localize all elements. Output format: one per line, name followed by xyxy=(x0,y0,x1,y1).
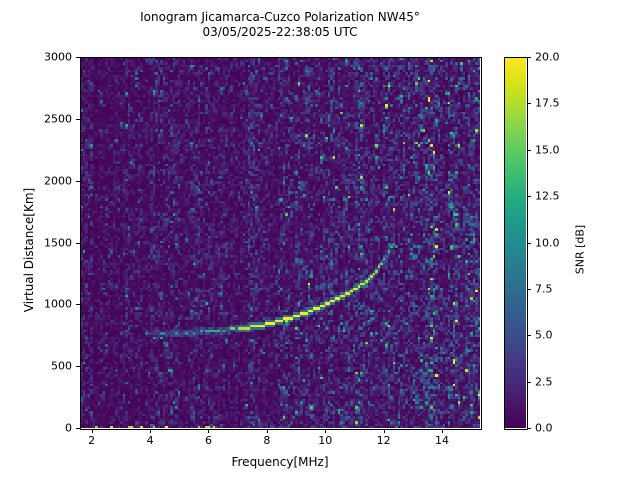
y-axis-tick-label: 2000 xyxy=(44,174,72,188)
colorbar-tick-mark xyxy=(527,288,531,290)
colorbar-tick-mark xyxy=(527,196,531,198)
y-axis-tick-mark xyxy=(76,118,80,120)
x-axis-tick-mark xyxy=(442,429,444,433)
y-axis-tick-mark xyxy=(76,180,80,182)
x-axis-tick-label: 4 xyxy=(146,434,154,447)
colorbar-label: SNR [dB] xyxy=(573,224,587,275)
title-line-primary: Ionogram Jicamarca-Cuzco Polarization NW… xyxy=(140,10,420,24)
colorbar-tick-label: 12.5 xyxy=(535,189,560,203)
y-axis-tick-mark xyxy=(76,242,80,244)
ionogram-heatmap xyxy=(80,57,480,428)
x-axis-tick-mark xyxy=(383,429,385,433)
colorbar-tick-label: 2.5 xyxy=(535,375,553,389)
y-axis-tick-mark xyxy=(76,366,80,368)
colorbar-tick-mark xyxy=(527,428,531,429)
x-axis-tick-label: 14 xyxy=(435,434,450,447)
x-axis-tick-label: 12 xyxy=(376,434,391,447)
y-axis-tick-label: 2500 xyxy=(44,112,72,126)
x-axis-tick-label: 8 xyxy=(263,434,271,447)
x-axis-tick-mark xyxy=(208,429,210,433)
y-axis-tick-label: 1500 xyxy=(44,236,72,249)
y-axis-label: Virtual Distance[Km] xyxy=(22,187,36,313)
colorbar-tick-mark xyxy=(527,103,531,105)
y-axis-tick-label: 1000 xyxy=(44,297,72,311)
x-axis-tick-mark xyxy=(91,429,93,433)
colorbar-tick-mark xyxy=(527,242,531,244)
colorbar-tick-label: 0.0 xyxy=(535,421,553,435)
x-axis-tick-mark xyxy=(325,429,327,433)
title-line-timestamp: 03/05/2025-22:38:05 UTC xyxy=(202,25,358,39)
y-axis-tick-mark xyxy=(76,428,80,429)
colorbar-tick-mark xyxy=(527,57,531,58)
colorbar-gradient xyxy=(504,57,526,428)
colorbar-tick-mark xyxy=(527,335,531,337)
colorbar-tick-label: 15.0 xyxy=(535,143,560,157)
colorbar-tick-label: 17.5 xyxy=(535,96,560,110)
colorbar-tick-label: 5.0 xyxy=(535,328,553,342)
y-axis-tick-label: 0 xyxy=(65,421,72,435)
y-axis-tick-label: 3000 xyxy=(44,50,72,64)
x-axis-tick-label: 2 xyxy=(88,434,96,447)
colorbar-tick-label: 10.0 xyxy=(535,236,560,249)
x-axis-tick-mark xyxy=(150,429,152,433)
colorbar-tick-label: 7.5 xyxy=(535,282,553,296)
colorbar-tick-label: 20.0 xyxy=(535,50,560,64)
x-axis-label: Frequency[MHz] xyxy=(231,455,329,469)
y-axis-tick-label: 500 xyxy=(51,359,72,373)
x-axis-tick-label: 10 xyxy=(318,434,333,447)
y-axis-tick-mark xyxy=(76,57,80,58)
colorbar-tick-mark xyxy=(527,381,531,383)
x-axis-tick-mark xyxy=(266,429,268,433)
colorbar-tick-mark xyxy=(527,149,531,151)
y-axis-tick-mark xyxy=(76,304,80,306)
page-title: Ionogram Jicamarca-Cuzco Polarization NW… xyxy=(80,10,480,40)
x-axis-tick-label: 6 xyxy=(204,434,212,447)
